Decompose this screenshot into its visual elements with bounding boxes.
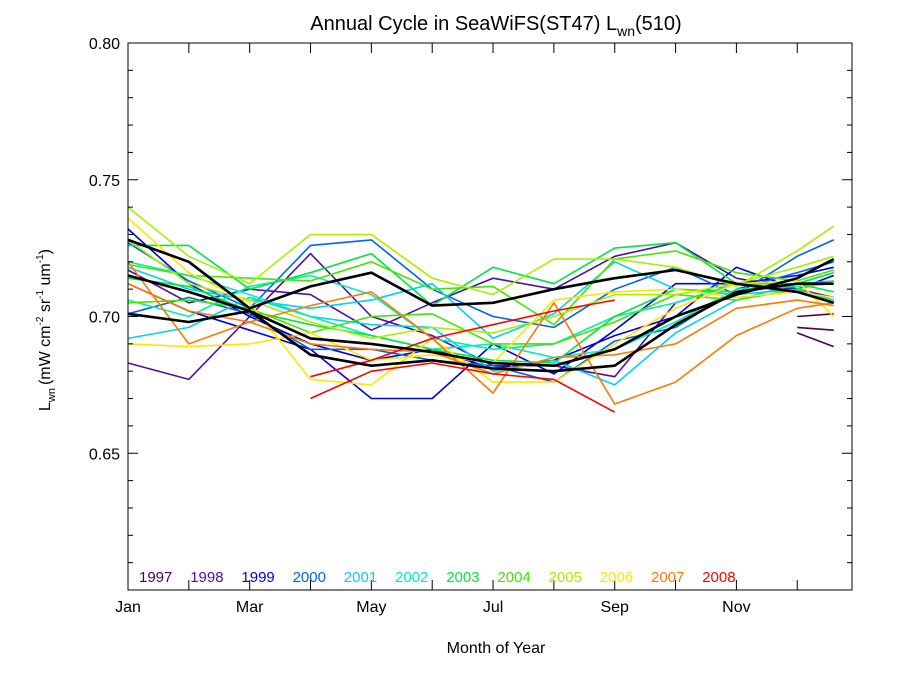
legend-entry-2008: 2008 (702, 569, 735, 586)
series-line-1997-1-0 (797, 326, 834, 331)
y-tick-label: 0.70 (89, 310, 120, 327)
legend-entry-2007: 2007 (651, 569, 684, 586)
legend-entry-2002: 2002 (395, 569, 428, 586)
x-tick-label: May (356, 599, 386, 616)
legend-entry-2003: 2003 (446, 569, 479, 586)
legend-entry-2004: 2004 (497, 569, 530, 586)
plot-frame (127, 42, 853, 591)
x-tick-label: Jan (115, 599, 141, 616)
series-line-2006-20-0 (127, 288, 834, 364)
series-line-2008-23-0 (310, 362, 616, 413)
legend-entry-1999: 1999 (241, 569, 274, 586)
series-line-mean-27-0 (127, 282, 834, 373)
series-line-2005-17-0 (127, 206, 835, 296)
x-tick-label: Sep (600, 599, 629, 616)
legend-entry-1998: 1998 (190, 569, 223, 586)
series-lines (127, 206, 835, 413)
y-axis-label: Lwn(mW cm-2 sr-1 um-1) (35, 249, 58, 411)
x-tick-label: Nov (722, 599, 750, 616)
x-axis: Jan Mar May Jul Sep Nov (115, 43, 798, 616)
y-tick-label: 0.75 (89, 173, 120, 190)
y-tick-label: 0.65 (89, 446, 120, 463)
series-line-mean-25-0 (127, 238, 835, 310)
legend-entry-2001: 2001 (344, 569, 377, 586)
legend-entry-2005: 2005 (549, 569, 582, 586)
series-line-1997-2-0 (796, 332, 834, 348)
legend-entry-1997: 1997 (139, 569, 172, 586)
x-axis-label: Month of Year (447, 640, 546, 657)
legend-entry-2006: 2006 (600, 569, 633, 586)
x-tick-label: Jul (483, 599, 503, 616)
legend-entry-2000: 2000 (293, 569, 326, 586)
y-tick-label: 0.80 (89, 36, 120, 53)
series-line-2000-8-0 (127, 261, 834, 383)
series-line-2004-15-0 (127, 250, 834, 326)
legend: 1997 1998 1999 2000 2001 2002 2003 2004 2005 2006… (139, 569, 736, 586)
series-line-1997-0-0 (797, 313, 834, 318)
chart-title: Annual Cycle in SeaWiFS(ST47) Lwn(510) (310, 13, 681, 39)
y-axis: 0.65 0.70 0.75 0.80 (89, 36, 852, 591)
x-tick-label: Mar (236, 599, 264, 616)
